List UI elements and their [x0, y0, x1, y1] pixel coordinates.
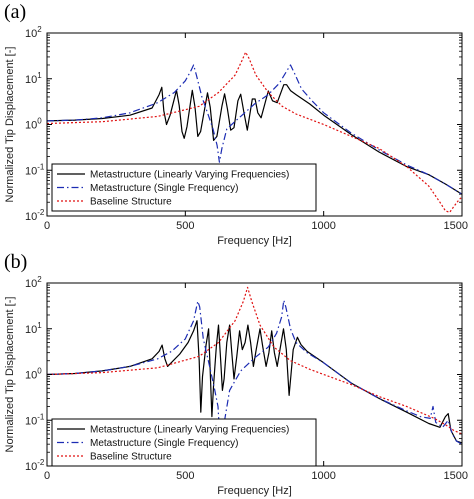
y-axis: 10-2 10-1 100 101 102	[25, 275, 462, 473]
series-line-3	[47, 286, 462, 435]
x-axis-label: Frequency [Hz]	[217, 235, 292, 247]
x-axis: 0 500 1000 1500	[44, 33, 468, 232]
legend-entry-3: Baseline Structure	[90, 452, 172, 463]
legend: Metastructure (Linearly Varying Frequenc…	[51, 418, 317, 467]
panel-label: (b)	[4, 251, 27, 273]
x-tick-label: 500	[176, 220, 194, 232]
y-tick-label: 100	[25, 117, 42, 132]
y-axis-label: Normalized Tip Displacement [-]	[4, 297, 16, 453]
series-line-3	[47, 51, 462, 213]
y-tick-label: 10-2	[25, 458, 45, 473]
series-group	[47, 286, 462, 463]
x-tick-label: 500	[176, 470, 194, 482]
legend-box	[51, 163, 317, 212]
y-tick-label: 100	[25, 367, 42, 382]
legend-entry-2: Metastructure (Single Frequency)	[90, 183, 238, 194]
legend-entry-3: Baseline Structure	[90, 197, 172, 208]
legend: Metastructure (Linearly Varying Frequenc…	[51, 163, 317, 212]
x-axis-label: Frequency [Hz]	[217, 485, 292, 497]
legend-box	[51, 418, 317, 467]
series-line-2	[47, 64, 462, 195]
series-line-2	[47, 299, 462, 463]
legend-entry-2: Metastructure (Single Frequency)	[90, 438, 238, 449]
series-group	[47, 51, 462, 213]
panel-a: (a) 10-2 10-1 100 101 102 0 500 1000 1500 Frequenc…	[4, 1, 468, 247]
x-tick-label: 1000	[311, 220, 335, 232]
x-tick-label: 0	[44, 220, 50, 232]
x-tick-label: 0	[44, 470, 50, 482]
x-tick-label: 1000	[311, 470, 335, 482]
y-tick-label: 101	[25, 71, 42, 86]
y-tick-label: 10-1	[25, 412, 45, 427]
y-tick-label: 102	[25, 25, 42, 40]
series-line-1	[47, 84, 462, 195]
legend-entry-1: Metastructure (Linearly Varying Frequenc…	[90, 425, 289, 436]
y-tick-label: 102	[25, 275, 42, 290]
legend-entry-1: Metastructure (Linearly Varying Frequenc…	[90, 170, 289, 181]
panel-b: (b) 10-2 10-1 100 101 102 0 500 1000 1500 Frequenc…	[4, 251, 468, 497]
y-axis: 10-2 10-1 100 101 102	[25, 25, 462, 223]
y-tick-label: 10-1	[25, 162, 45, 177]
panel-label: (a)	[4, 1, 26, 23]
y-tick-label: 10-2	[25, 208, 45, 223]
series-line-1	[47, 320, 462, 444]
y-tick-label: 101	[25, 321, 42, 336]
y-axis-label: Normalized Tip Displacement [-]	[4, 47, 16, 203]
x-tick-label: 1500	[444, 220, 468, 232]
x-tick-label: 1500	[444, 470, 468, 482]
